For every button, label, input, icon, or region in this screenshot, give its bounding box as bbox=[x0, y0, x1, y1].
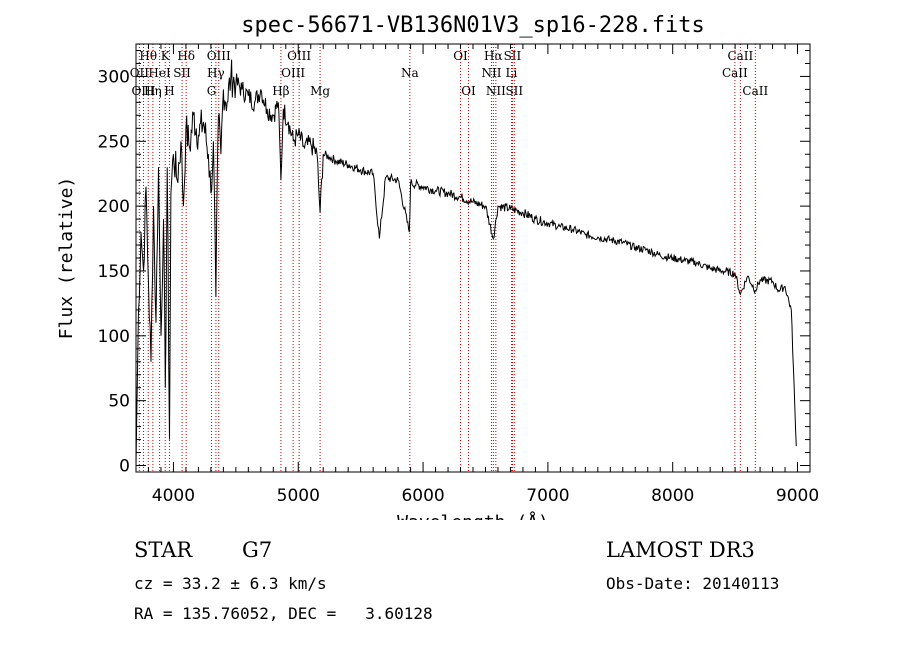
spectral-line-label: Na bbox=[401, 66, 419, 80]
plot-frame bbox=[135, 43, 811, 473]
x-axis-label: Wavelength (Å) bbox=[397, 511, 549, 520]
y-tick-label: 50 bbox=[108, 392, 130, 412]
x-axis-ticks: 4000 5000 6000 7000 8000 9000 bbox=[135, 44, 819, 506]
object-subclass: G7 bbox=[242, 538, 273, 562]
spectral-line-label: OIII bbox=[207, 49, 231, 63]
x-tick-label: 4000 bbox=[152, 486, 195, 506]
x-tick-label: 5000 bbox=[277, 486, 320, 506]
y-tick-label: 300 bbox=[98, 67, 130, 87]
spectral-line-label: SII bbox=[173, 66, 191, 80]
spectral-line-label: Hθ bbox=[139, 49, 157, 63]
spectral-line-label: Mg bbox=[310, 84, 330, 98]
y-axis-ticks: 0 50 100 150 200 250 300 bbox=[98, 49, 810, 477]
spectral-line-label: Hβ bbox=[272, 84, 289, 98]
spectrum-chart: spec-56671-VB136N01V3_sp16-228.fits Hθ OI… bbox=[56, 13, 819, 520]
spectral-line-label: OIII bbox=[281, 66, 305, 80]
spectral-line-label: OIII bbox=[287, 49, 311, 63]
redshift-text: cz = 33.2 ± 6.3 km/s bbox=[134, 574, 327, 593]
y-tick-label: 250 bbox=[98, 132, 130, 152]
spectral-line-label: Hη bbox=[144, 84, 162, 98]
observation-date: Obs-Date: 20140113 bbox=[606, 574, 780, 593]
spectral-line-label: NII bbox=[486, 84, 506, 98]
spectral-line-label: Li bbox=[506, 66, 518, 80]
x-tick-label: 9000 bbox=[776, 486, 819, 506]
spectral-line-label: OI bbox=[453, 49, 468, 63]
x-tick-label: 8000 bbox=[651, 486, 694, 506]
y-tick-label: 150 bbox=[98, 262, 130, 282]
spectral-line-label: Hα bbox=[484, 49, 503, 63]
y-axis-label: Flux (relative) bbox=[56, 177, 77, 340]
spectral-line-label: Hγ bbox=[207, 66, 225, 80]
spectral-line-label: CaII bbox=[742, 84, 768, 98]
spectral-line-label: Hδ bbox=[177, 49, 195, 63]
spectral-line-label: CaII bbox=[727, 49, 753, 63]
y-tick-label: 100 bbox=[98, 327, 130, 347]
spectral-line-label: SII bbox=[504, 49, 522, 63]
spectral-line-label: K bbox=[161, 49, 171, 63]
survey-name: LAMOST DR3 bbox=[606, 538, 755, 562]
object-class: STAR bbox=[134, 538, 193, 562]
spectral-line-label: HeI bbox=[148, 66, 171, 80]
spectral-line-label: NII bbox=[481, 66, 501, 80]
x-tick-label: 7000 bbox=[526, 486, 569, 506]
y-tick-label: 200 bbox=[98, 197, 130, 217]
spectral-line-label: OII bbox=[130, 66, 150, 80]
spectral-line-label: OI bbox=[461, 84, 476, 98]
spectral-line-label: SII bbox=[505, 84, 523, 98]
flux-series-line bbox=[135, 59, 797, 466]
y-tick-label: 0 bbox=[119, 457, 130, 477]
spectral-line-label: CaII bbox=[722, 66, 748, 80]
ra-dec-text: RA = 135.76052, DEC = 3.60128 bbox=[134, 604, 433, 623]
spectral-line-label: G bbox=[207, 84, 217, 98]
spectral-line-label: H bbox=[164, 84, 174, 98]
x-tick-label: 6000 bbox=[401, 486, 444, 506]
chart-title: spec-56671-VB136N01V3_sp16-228.fits bbox=[241, 13, 705, 38]
spectral-line-label: OIII bbox=[131, 84, 155, 98]
